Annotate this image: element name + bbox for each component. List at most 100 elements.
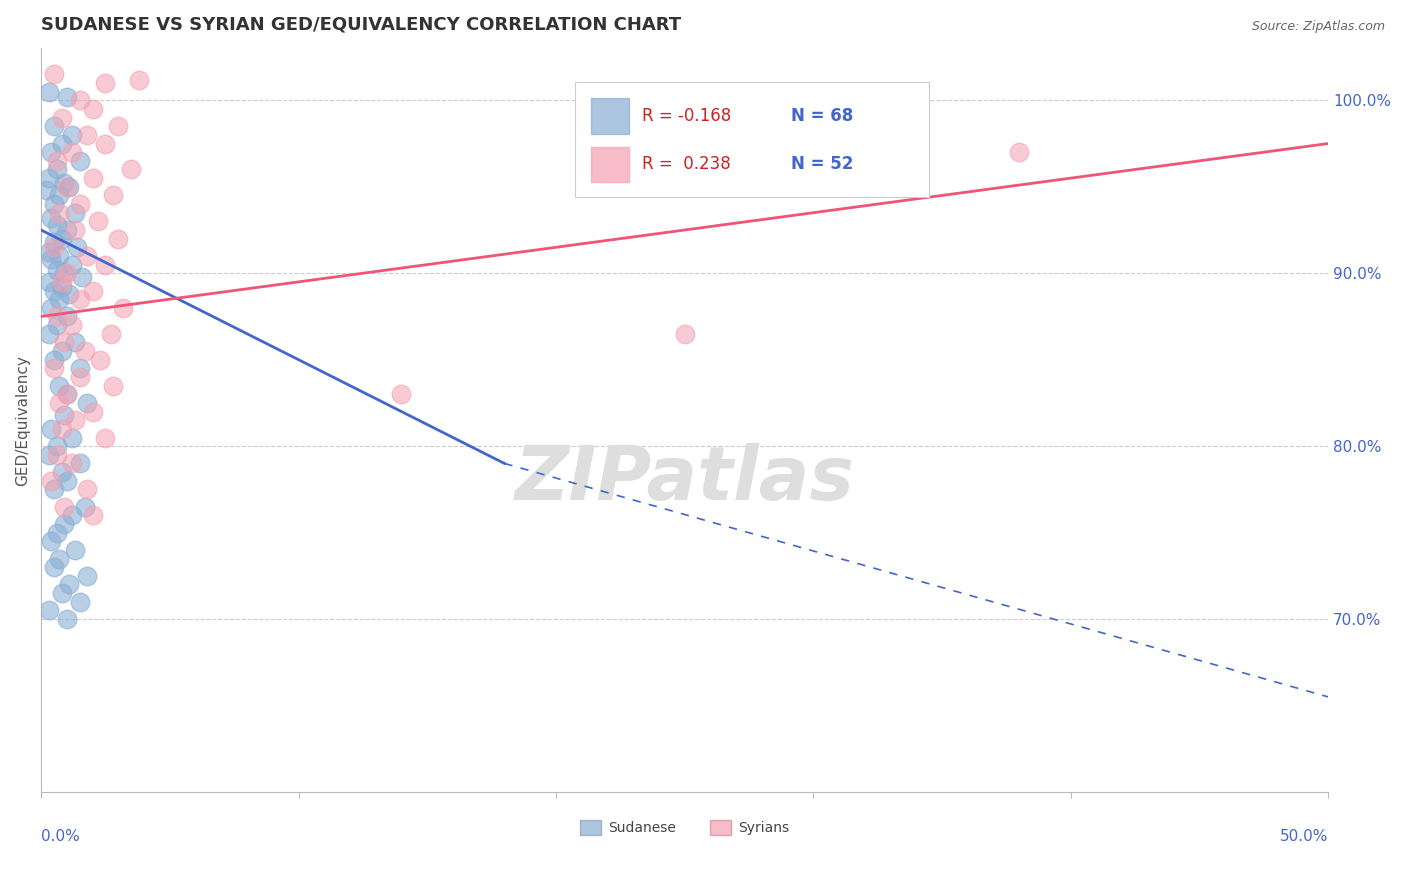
Point	[69, 595, 91, 609]
Point	[53, 500, 76, 514]
Text: 0.0%: 0.0%	[41, 830, 80, 844]
Point	[63, 335, 86, 350]
Point	[38, 275, 60, 289]
Point	[69, 457, 91, 471]
Point	[63, 542, 86, 557]
Point	[35, 183, 58, 197]
Point	[69, 361, 91, 376]
Point	[56, 266, 79, 280]
Point	[60, 318, 83, 332]
Point	[107, 120, 129, 134]
Point	[100, 326, 122, 341]
Point	[48, 551, 70, 566]
Point	[53, 177, 76, 191]
Point	[58, 287, 80, 301]
Point	[58, 577, 80, 591]
Point	[82, 508, 104, 523]
Point	[41, 145, 63, 160]
Point	[42, 120, 65, 134]
Text: R =  0.238: R = 0.238	[643, 155, 731, 173]
Point	[82, 284, 104, 298]
Bar	[591, 146, 630, 182]
Point	[53, 335, 76, 350]
Point	[56, 223, 79, 237]
Point	[73, 500, 96, 514]
Point	[56, 179, 79, 194]
Point	[45, 439, 67, 453]
Point	[48, 188, 70, 202]
Point	[45, 525, 67, 540]
Point	[63, 223, 86, 237]
Point	[60, 128, 83, 142]
Point	[41, 422, 63, 436]
Point	[73, 344, 96, 359]
Point	[45, 153, 67, 168]
Point	[72, 269, 94, 284]
Text: 50.0%: 50.0%	[1279, 830, 1329, 844]
Point	[76, 483, 98, 497]
Point	[53, 408, 76, 422]
Point	[45, 262, 67, 277]
Point	[48, 205, 70, 219]
Text: SUDANESE VS SYRIAN GED/EQUIVALENCY CORRELATION CHART: SUDANESE VS SYRIAN GED/EQUIVALENCY CORRE…	[41, 15, 682, 33]
Point	[38, 448, 60, 462]
Point	[38, 85, 60, 99]
Point	[42, 197, 65, 211]
Point	[41, 474, 63, 488]
Point	[41, 252, 63, 267]
Point	[94, 430, 117, 444]
Point	[42, 235, 65, 249]
Point	[60, 145, 83, 160]
Point	[120, 162, 142, 177]
Point	[42, 560, 65, 574]
Point	[56, 310, 79, 324]
Point	[56, 387, 79, 401]
Point	[94, 136, 117, 151]
Point	[76, 128, 98, 142]
Bar	[591, 98, 630, 134]
Text: N = 52: N = 52	[792, 155, 853, 173]
Point	[82, 404, 104, 418]
Point	[1008, 145, 1031, 160]
Point	[63, 413, 86, 427]
Point	[76, 569, 98, 583]
Point	[51, 275, 73, 289]
Point	[48, 292, 70, 306]
Text: R = -0.168: R = -0.168	[643, 107, 731, 125]
Point	[53, 266, 76, 280]
Point	[56, 612, 79, 626]
Point	[60, 508, 83, 523]
Y-axis label: GED/Equivalency: GED/Equivalency	[15, 355, 30, 485]
Text: Source: ZipAtlas.com: Source: ZipAtlas.com	[1251, 20, 1385, 33]
Point	[53, 516, 76, 531]
Text: ZIPatlas: ZIPatlas	[515, 443, 855, 516]
Point	[673, 326, 696, 341]
Point	[45, 162, 67, 177]
Point	[38, 245, 60, 260]
Point	[69, 93, 91, 107]
Text: N = 68: N = 68	[792, 107, 853, 125]
Point	[82, 102, 104, 116]
Point	[42, 67, 65, 81]
Point	[51, 111, 73, 125]
Point	[48, 249, 70, 263]
Point	[51, 136, 73, 151]
Point	[69, 292, 91, 306]
Point	[45, 310, 67, 324]
Point	[51, 344, 73, 359]
Point	[60, 258, 83, 272]
Point	[51, 465, 73, 479]
Point	[56, 474, 79, 488]
Point	[128, 72, 150, 87]
Point	[51, 232, 73, 246]
Legend: Sudanese, Syrians: Sudanese, Syrians	[575, 815, 794, 841]
Point	[48, 378, 70, 392]
Point	[41, 211, 63, 225]
Point	[45, 218, 67, 232]
Point	[103, 378, 125, 392]
Point	[87, 214, 110, 228]
Point	[42, 483, 65, 497]
Point	[94, 258, 117, 272]
Point	[41, 301, 63, 315]
Point	[63, 205, 86, 219]
